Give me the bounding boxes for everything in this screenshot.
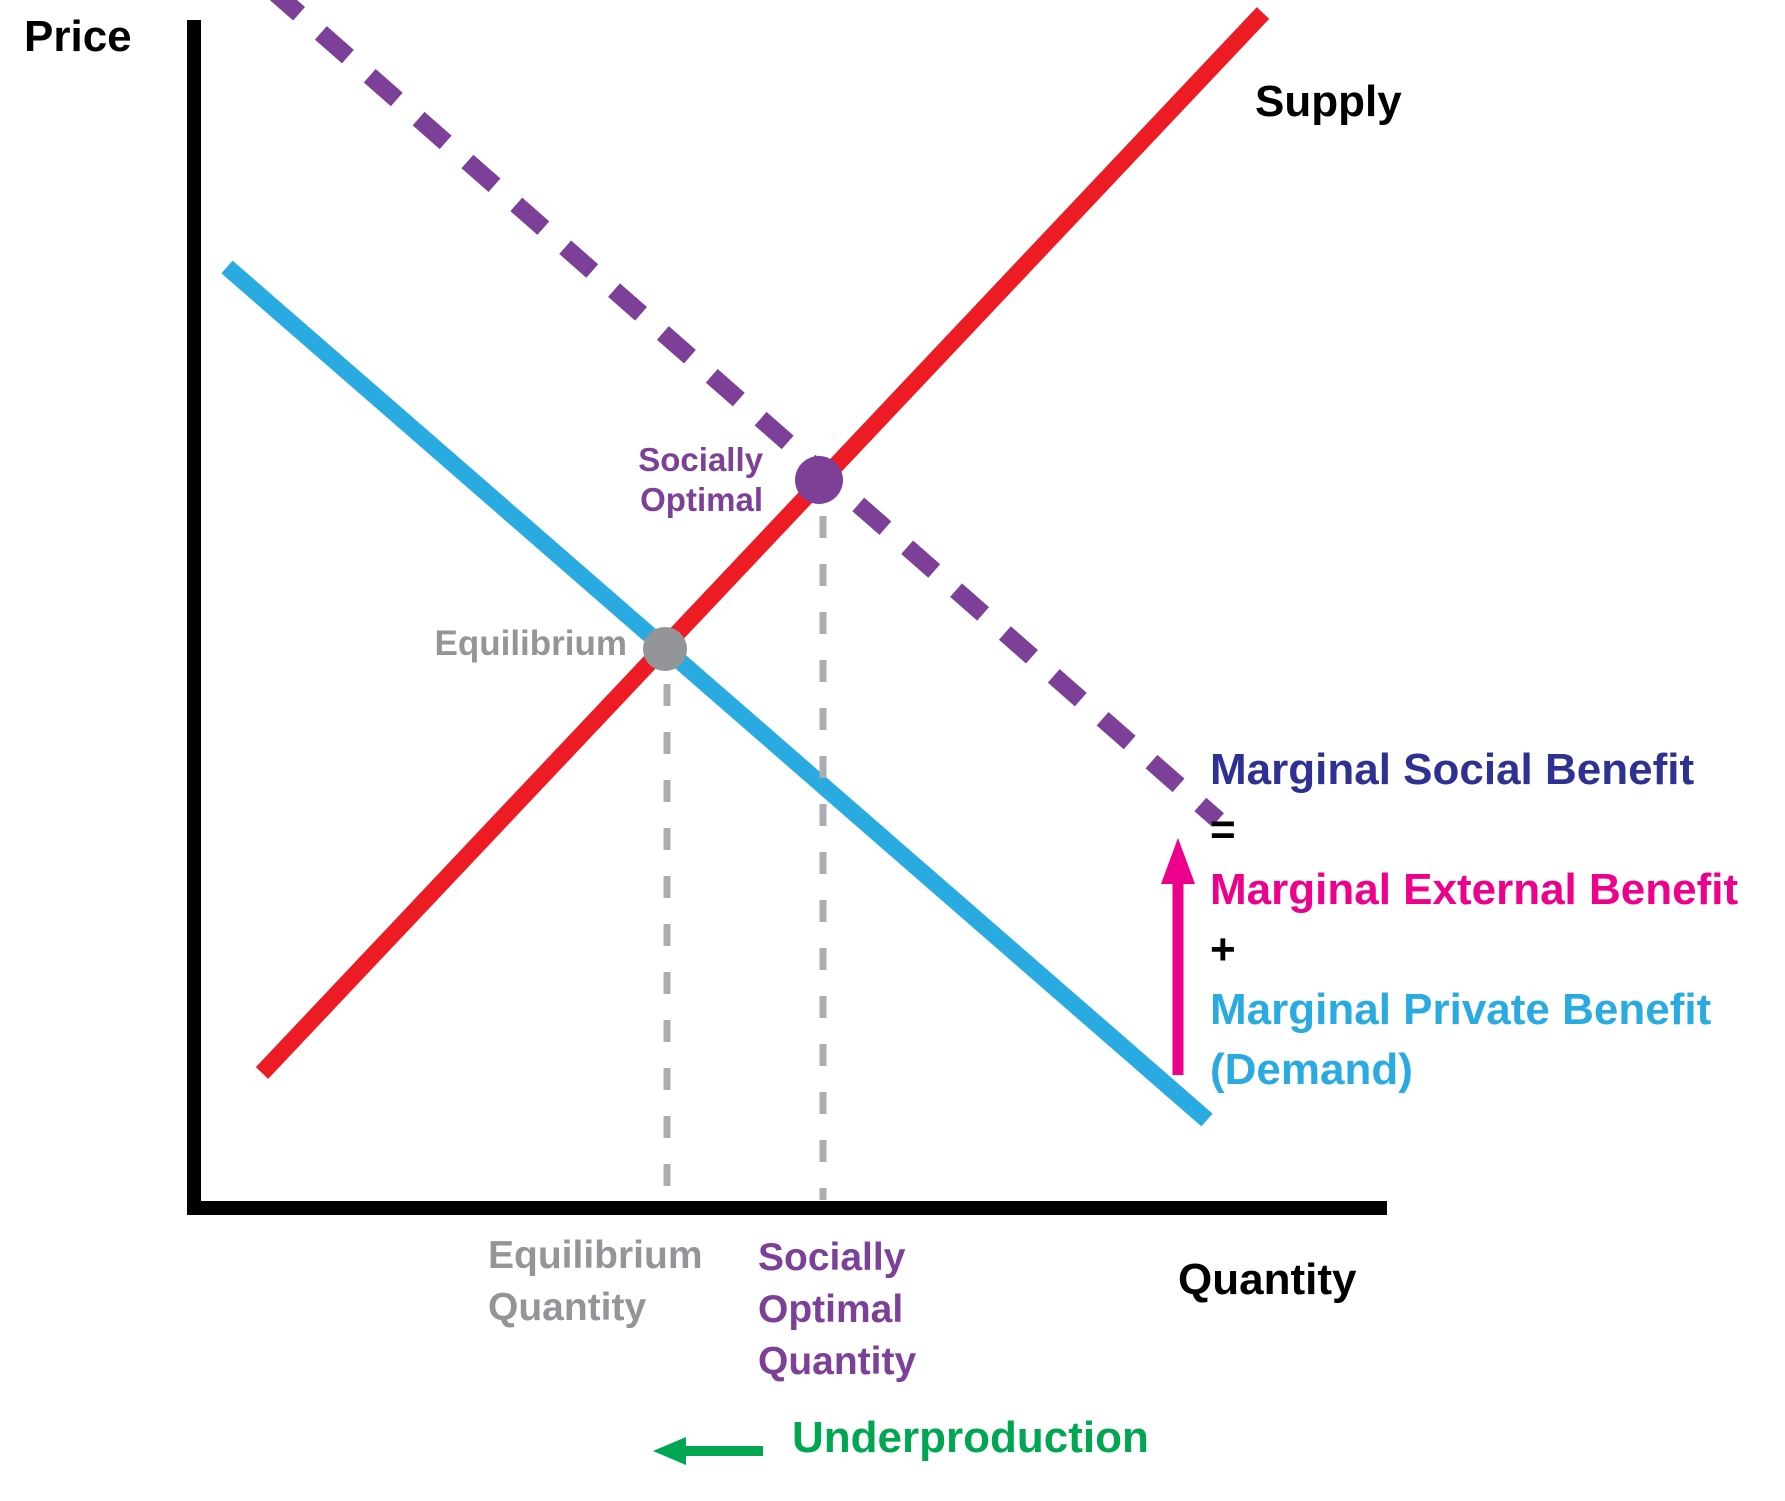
x-axis-label: Quantity (1178, 1255, 1357, 1304)
supply-line (255, 7, 1270, 1079)
demand-paren-label: (Demand) (1210, 1045, 1413, 1094)
marginal-private-benefit-line (221, 260, 1213, 1127)
equilibrium-quantity-line2: Quantity (488, 1286, 647, 1329)
underproduction-arrow (653, 1437, 763, 1465)
underproduction-label: Underproduction (792, 1413, 1149, 1462)
equals-sign: = (1210, 805, 1236, 854)
y-axis-label: Price (24, 12, 132, 61)
marginal-social-benefit-line (269, 0, 1224, 827)
socially-optimal-quantity-line3: Quantity (758, 1340, 917, 1383)
equilibrium-point-label: Equilibrium (434, 624, 628, 663)
benefit-equation-block: Marginal Social Benefit = Marginal Exter… (1210, 740, 1738, 1100)
equilibrium-quantity-axis-label: Equilibrium Quantity (488, 1230, 703, 1334)
marginal-external-benefit-label: Marginal External Benefit (1210, 865, 1739, 914)
external-benefit-arrow (1161, 838, 1195, 1075)
external-benefit-arrowhead-icon (1161, 838, 1195, 884)
socially-optimal-quantity-line2: Optimal (758, 1288, 904, 1331)
socially-optimal-point-label-line2: Optimal (640, 481, 763, 518)
socially-optimal-quantity-axis-label: Socially Optimal Quantity (758, 1232, 916, 1388)
marginal-private-benefit-label: Marginal Private Benefit (1210, 985, 1712, 1034)
socially-optimal-point-label-line1: Socially (638, 441, 763, 478)
socially-optimal-point (795, 456, 843, 504)
underproduction-arrowhead-icon (653, 1437, 686, 1465)
marginal-social-benefit-label: Marginal Social Benefit (1210, 745, 1695, 794)
supply-curve-label: Supply (1255, 77, 1402, 126)
socially-optimal-quantity-line1: Socially (758, 1236, 906, 1279)
equilibrium-quantity-line1: Equilibrium (488, 1234, 703, 1277)
plus-sign: + (1210, 925, 1236, 974)
socially-optimal-point-label: Socially Optimal (513, 440, 763, 520)
equilibrium-point (643, 627, 687, 671)
axes (187, 20, 1387, 1215)
